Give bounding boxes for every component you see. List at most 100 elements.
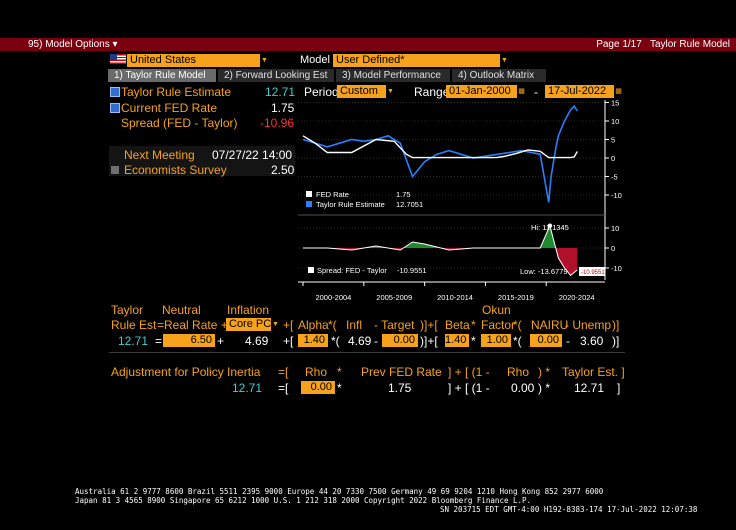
chevron-down-icon: ▼ — [386, 85, 395, 98]
taylor-checkbox[interactable] — [110, 87, 120, 97]
rule-est-label: Rule Est — [111, 318, 157, 332]
f-infl: Infl — [346, 318, 363, 332]
f-nairu: NAIRU — [531, 318, 569, 332]
i-v-taylor: 12.71 — [574, 381, 605, 395]
model-value: User Defined* — [336, 54, 405, 66]
f-factor: Factor — [481, 318, 516, 332]
economists-survey-value: 2.50 — [271, 163, 295, 177]
next-meeting-label: Next Meeting — [124, 148, 195, 162]
low-annotation: Low: -13.6779 — [520, 267, 568, 276]
v-unemp: 3.60 — [580, 334, 604, 348]
footer: Australia 61 2 9777 8600 Brazil 5511 239… — [0, 484, 736, 530]
v-eq: = — [155, 334, 163, 348]
legend-fed-value: 1.75 — [396, 190, 411, 199]
page-indicator: Page 1/17 — [596, 39, 642, 50]
v-inflation: 4.69 — [245, 334, 269, 348]
tab-forward-looking-est[interactable]: 2) Forward Looking Est — [218, 69, 334, 82]
x-tick-label: 2000-2004 — [315, 293, 351, 302]
alpha-input[interactable]: 1.40 — [298, 334, 328, 347]
fed-rate-line — [302, 135, 578, 159]
v-close1: )]+[ — [420, 334, 438, 348]
period-value: Custom — [340, 85, 378, 97]
header-bar: 95) Model Options ▾ Page 1/17 Taylor Rul… — [0, 38, 736, 51]
inflation-measure-select[interactable]: Core PCE ▼ — [226, 318, 280, 331]
v-infl: 4.69 — [348, 334, 372, 348]
f-star1: *( — [328, 318, 337, 332]
v-star: * — [471, 334, 476, 348]
inertia-label: Adjustment for Policy Inertia — [111, 365, 261, 379]
y-tick-label: -10 — [611, 264, 622, 273]
v-star2: *( — [513, 334, 522, 348]
i-prev: Prev FED Rate — [361, 365, 442, 379]
nairu-input[interactable]: 0.00 — [530, 334, 562, 347]
real-rate-input[interactable]: 6.50 — [163, 334, 215, 347]
rates-chart[interactable]: 15 10 5 0 -5 -10 10 0 -10 2000-2004 2005-2009 2010… — [298, 100, 628, 306]
inflation-measure-value: Core PCE — [229, 318, 279, 330]
fed-rate-checkbox[interactable] — [110, 103, 120, 113]
i-v-rho2: 0.00 — [511, 381, 535, 395]
hi-marker — [547, 223, 553, 228]
v-bracket: +[ — [283, 334, 294, 348]
header-right: Page 1/17 Taylor Rule Model — [596, 38, 730, 51]
range-end-value: 17-Jul-2022 — [548, 85, 607, 97]
period-select[interactable]: Custom ▼ — [337, 85, 395, 98]
f-star2: *( — [513, 318, 522, 332]
legend-taylor-label: Taylor Rule Estimate — [316, 200, 385, 209]
spread-value: -10.96 — [260, 116, 295, 130]
model-options-menu[interactable]: 95) Model Options ▾ — [28, 39, 118, 50]
spread-line — [303, 224, 578, 277]
f-target: - Target — [374, 318, 415, 332]
hi-annotation: Hi: 11.1345 — [531, 223, 569, 232]
y-tick-label: 10 — [611, 117, 619, 126]
low-tag-value: -10.9551 — [581, 270, 605, 276]
chevron-down-icon: ▼ — [260, 54, 269, 67]
range-start-input[interactable]: 01-Jan-2000 ▦ — [446, 85, 526, 98]
f-beta: Beta — [445, 318, 470, 332]
x-tick-label: 2005-2009 — [376, 293, 412, 302]
x-tick-label: 2010-2014 — [437, 293, 473, 302]
target-input[interactable]: 0.00 — [382, 334, 418, 347]
f-unemp: - Unemp — [565, 318, 612, 332]
i-taylor: Taylor Est. ] — [562, 365, 625, 379]
v-minus2: - — [566, 334, 570, 348]
y-tick-label: -10 — [611, 191, 622, 200]
calendar-icon: ▦ — [517, 85, 526, 98]
i-close2: ) * — [538, 365, 550, 379]
h-neutral: Neutral — [162, 303, 201, 317]
factor-input[interactable]: 1.00 — [481, 334, 511, 347]
model-select[interactable]: User Defined* ▼ — [333, 54, 509, 67]
country-select[interactable]: United States ▼ — [127, 54, 269, 67]
i-v-result: 12.71 — [232, 381, 263, 395]
i-v-prev: 1.75 — [388, 381, 412, 395]
h-okun: Okun — [482, 303, 511, 317]
range-dash: - — [534, 85, 538, 99]
tab-model-performance[interactable]: 3) Model Performance — [336, 69, 450, 82]
y-tick-label: 0 — [611, 154, 615, 163]
f-close1: )]+[ — [420, 318, 438, 332]
range-end-input[interactable]: 17-Jul-2022 ▦ — [545, 85, 623, 98]
footer-line2: Japan 81 3 4565 8900 Singapore 65 6212 1… — [75, 496, 532, 505]
model-label: Model — [300, 54, 330, 66]
footer-line3: SN 203715 EDT GMT-4:00 H192-8383-174 17-… — [440, 505, 698, 514]
y-tick-label: 0 — [611, 244, 615, 253]
legend-taylor-value: 12.7051 — [396, 200, 423, 209]
legend-spread-label: Spread: FED - Taylor — [317, 266, 387, 275]
v-taylor: 12.71 — [118, 334, 149, 348]
i-rho: Rho — [305, 365, 328, 379]
period-label: Period — [304, 85, 339, 99]
survey-checkbox[interactable] — [111, 166, 119, 174]
range-start-value: 01-Jan-2000 — [449, 85, 511, 97]
legend-fed-label: FED Rate — [316, 190, 349, 199]
rho-input[interactable]: 0.00 — [301, 381, 335, 394]
tab-outlook-matrix[interactable]: 4) Outlook Matrix — [452, 69, 546, 82]
beta-input[interactable]: 1.40 — [445, 334, 469, 347]
v-plus: + — [217, 334, 225, 348]
tab-taylor-rule-model[interactable]: 1) Taylor Rule Model — [108, 69, 216, 82]
us-flag-icon — [110, 54, 126, 64]
h-taylor: Taylor — [111, 303, 144, 317]
page-title: Taylor Rule Model — [649, 39, 730, 50]
range-label: Range — [414, 85, 450, 99]
y-tick-label: -5 — [611, 173, 618, 182]
legend-spread-value: -10.9551 — [397, 266, 427, 275]
f-close2: )] — [612, 318, 620, 332]
